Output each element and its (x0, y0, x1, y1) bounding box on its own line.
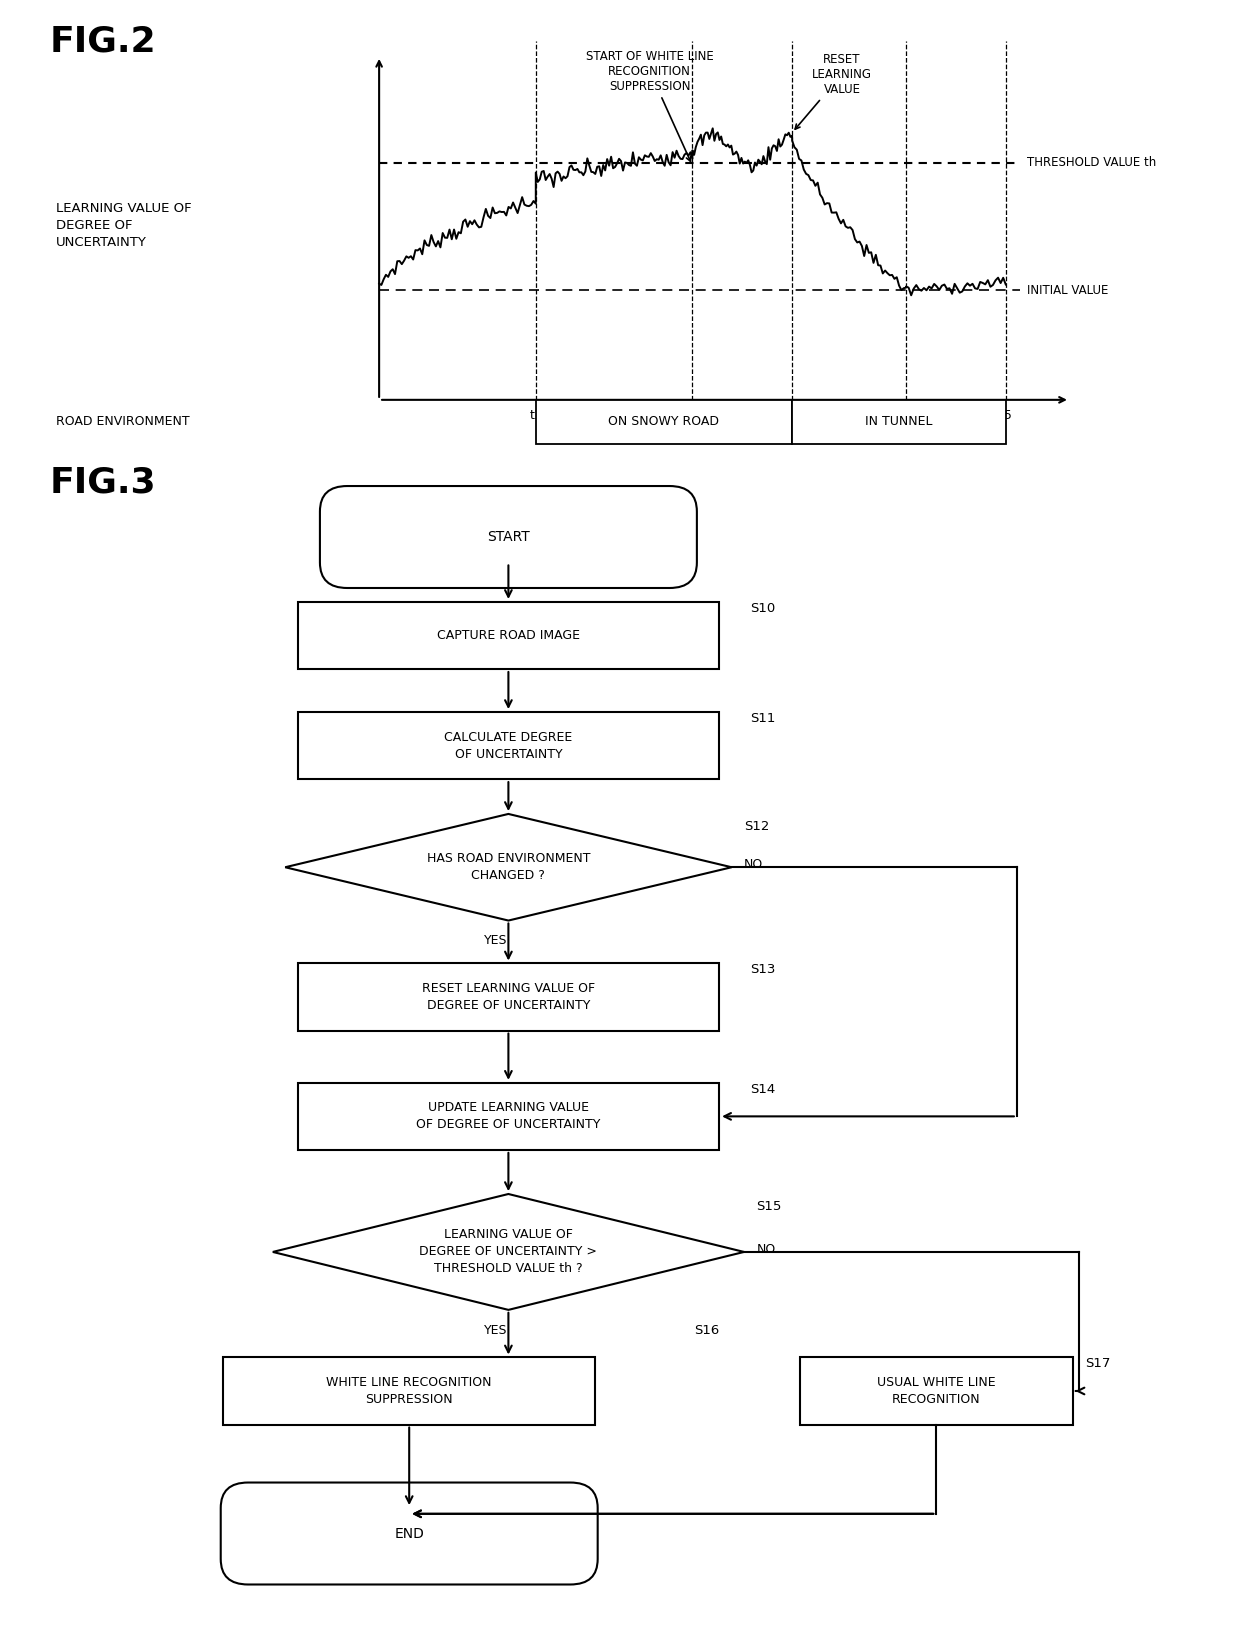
Text: S17: S17 (1085, 1358, 1110, 1371)
Text: S14: S14 (750, 1082, 775, 1095)
Bar (298, 712, 719, 778)
Text: YES: YES (485, 1324, 507, 1337)
Text: FIG.2: FIG.2 (50, 24, 156, 59)
FancyBboxPatch shape (320, 486, 697, 588)
Text: S13: S13 (750, 963, 775, 976)
Text: S12: S12 (744, 819, 769, 832)
Text: THRESHOLD VALUE th: THRESHOLD VALUE th (1027, 157, 1157, 170)
Text: t3: t3 (786, 410, 799, 423)
Text: NO: NO (756, 1244, 776, 1257)
Text: S10: S10 (750, 602, 775, 615)
Text: USUAL WHITE LINE
RECOGNITION: USUAL WHITE LINE RECOGNITION (877, 1376, 996, 1407)
Text: UPDATE LEARNING VALUE
OF DEGREE OF UNCERTAINTY: UPDATE LEARNING VALUE OF DEGREE OF UNCER… (417, 1102, 600, 1131)
FancyBboxPatch shape (221, 1482, 598, 1585)
Text: S11: S11 (750, 712, 775, 725)
Text: NO: NO (744, 858, 764, 871)
Text: S15: S15 (756, 1200, 781, 1213)
Bar (298, 1082, 719, 1151)
Text: START OF WHITE LINE
RECOGNITION
SUPPRESSION: START OF WHITE LINE RECOGNITION SUPPRESS… (585, 49, 713, 162)
Text: t2: t2 (686, 410, 699, 423)
Text: WHITE LINE RECOGNITION
SUPPRESSION: WHITE LINE RECOGNITION SUPPRESSION (326, 1376, 492, 1407)
Text: END: END (394, 1526, 424, 1541)
Bar (223, 1358, 595, 1425)
Bar (298, 602, 719, 669)
Text: ROAD ENVIRONMENT: ROAD ENVIRONMENT (56, 416, 190, 428)
Text: CALCULATE DEGREE
OF UNCERTAINTY: CALCULATE DEGREE OF UNCERTAINTY (444, 731, 573, 761)
Text: START: START (487, 530, 529, 543)
Text: HAS ROAD ENVIRONMENT
CHANGED ?: HAS ROAD ENVIRONMENT CHANGED ? (427, 852, 590, 883)
Text: LEARNING VALUE OF
DEGREE OF
UNCERTAINTY: LEARNING VALUE OF DEGREE OF UNCERTAINTY (56, 202, 191, 248)
Text: RESET
LEARNING
VALUE: RESET LEARNING VALUE (795, 52, 872, 129)
Text: S16: S16 (694, 1324, 719, 1337)
Polygon shape (285, 814, 732, 920)
Text: t1: t1 (529, 410, 542, 423)
Text: ON SNOWY ROAD: ON SNOWY ROAD (609, 416, 719, 428)
Bar (298, 963, 719, 1031)
Text: CAPTURE ROAD IMAGE: CAPTURE ROAD IMAGE (436, 628, 580, 641)
Text: INITIAL VALUE: INITIAL VALUE (1027, 284, 1109, 297)
Polygon shape (273, 1195, 744, 1310)
Text: RESET LEARNING VALUE OF
DEGREE OF UNCERTAINTY: RESET LEARNING VALUE OF DEGREE OF UNCERT… (422, 982, 595, 1012)
Text: IN TUNNEL: IN TUNNEL (866, 416, 932, 428)
Text: t5: t5 (999, 410, 1012, 423)
Text: LEARNING VALUE OF
DEGREE OF UNCERTAINTY >
THRESHOLD VALUE th ?: LEARNING VALUE OF DEGREE OF UNCERTAINTY … (419, 1229, 598, 1276)
Text: YES: YES (485, 935, 507, 948)
Bar (800, 1358, 1073, 1425)
Text: FIG.3: FIG.3 (50, 465, 156, 499)
Text: t4: t4 (900, 410, 913, 423)
